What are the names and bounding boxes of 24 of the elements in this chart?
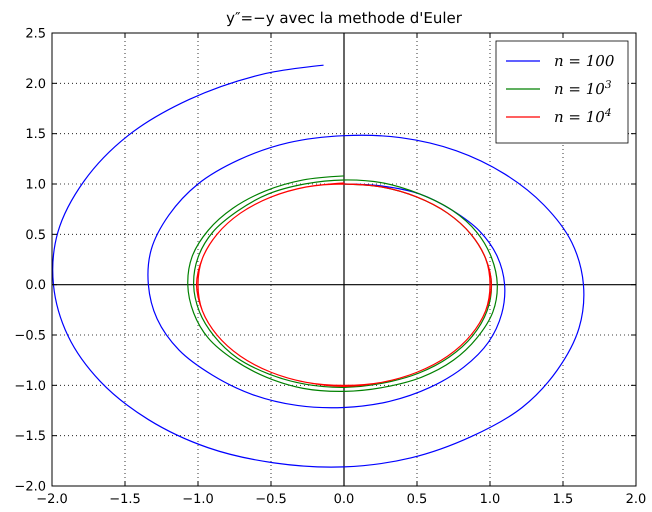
- y-tick-label: 0.5: [25, 228, 46, 243]
- y-tick-label: 2.5: [25, 26, 46, 42]
- y-tick-label: −1.5: [14, 429, 46, 444]
- x-tick-label: 0.5: [406, 492, 428, 507]
- y-tick-label: 1.0: [25, 178, 46, 192]
- x-tick-label: −0.5: [255, 492, 287, 507]
- legend-label: n = 10$^{4}$: [554, 107, 612, 126]
- x-tick-label: 2.0: [626, 492, 646, 507]
- chart-title: y″=−y avec la methode d'Euler: [226, 9, 463, 27]
- x-tick-label: −2.0: [36, 492, 68, 507]
- y-tick-label: 2.0: [25, 76, 46, 92]
- x-tick-label: −1.0: [182, 492, 214, 507]
- y-tick-label: 0.0: [25, 278, 46, 294]
- y-tick-label: −0.5: [14, 328, 46, 344]
- x-tick-label: −1.5: [109, 492, 141, 507]
- y-tick-label: −2.0: [14, 480, 46, 494]
- legend-label: n = 100: [554, 52, 615, 70]
- x-tick-label: 1.5: [552, 492, 574, 507]
- x-tick-label: 0.0: [334, 492, 354, 507]
- y-tick-label: 1.5: [25, 127, 46, 142]
- legend-label: n = 10$^{3}$: [554, 79, 612, 98]
- x-tick-label: 1.0: [480, 492, 500, 507]
- line-series: [52, 64, 584, 468]
- y-tick-label: −1.0: [14, 378, 46, 394]
